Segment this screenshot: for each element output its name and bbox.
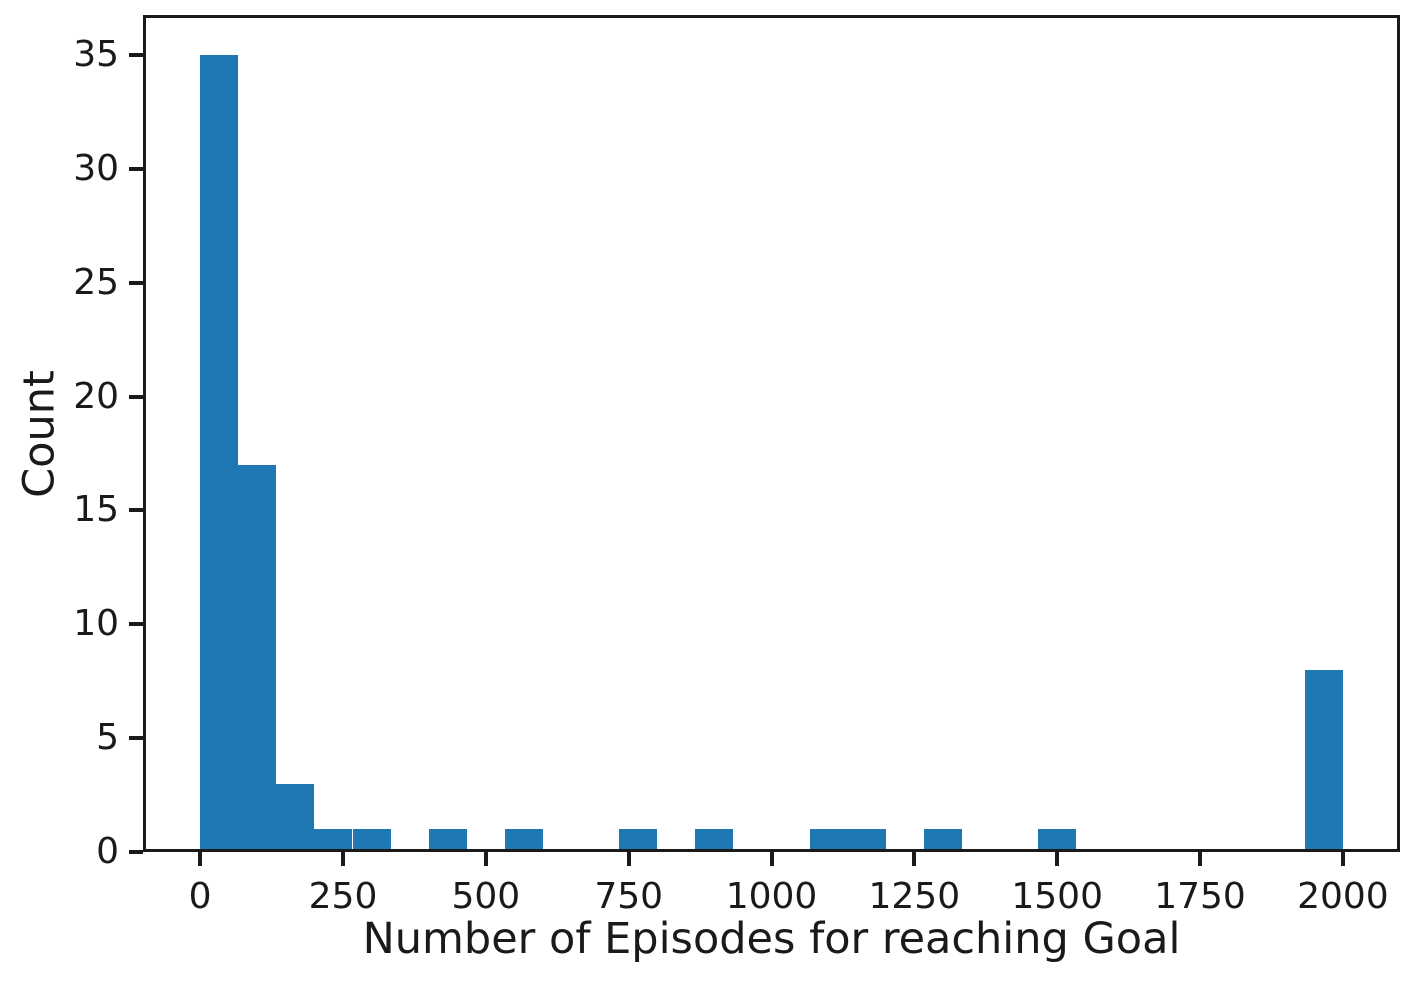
y-tick-mark <box>129 736 143 741</box>
histogram-bar <box>504 829 543 852</box>
y-tick-label: 30 <box>73 147 119 189</box>
histogram-bar <box>352 829 391 852</box>
x-tick-mark <box>769 852 774 866</box>
x-tick-label: 2000 <box>1297 876 1389 917</box>
bars-layer <box>143 15 1400 852</box>
y-tick-mark <box>129 280 143 285</box>
y-tick-mark <box>129 508 143 513</box>
histogram-bar <box>200 54 239 852</box>
histogram-bar <box>428 829 467 852</box>
x-tick-mark <box>198 852 203 866</box>
x-tick-mark <box>341 852 345 866</box>
x-tick-mark <box>1198 852 1202 866</box>
y-tick-label: 5 <box>96 717 119 759</box>
y-tick-mark <box>129 394 143 399</box>
x-tick-mark <box>483 852 488 866</box>
x-tick-label: 1000 <box>725 876 818 917</box>
x-tick-mark <box>1340 852 1345 866</box>
y-tick-label: 25 <box>73 261 119 303</box>
x-tick-label: 500 <box>451 876 521 917</box>
histogram-bar <box>276 783 315 852</box>
y-axis-label: Count <box>14 369 65 498</box>
histogram-bar <box>695 829 734 852</box>
histogram-bar <box>238 464 277 852</box>
y-tick-label: 0 <box>96 831 119 872</box>
x-tick-mark <box>626 852 631 866</box>
y-tick-mark <box>129 166 143 171</box>
x-tick-mark <box>1055 852 1060 866</box>
histogram-bar <box>923 829 962 852</box>
y-tick-mark <box>129 52 143 57</box>
x-tick-mark <box>912 852 917 866</box>
histogram-bar <box>314 829 353 852</box>
x-tick-label: 1250 <box>868 876 961 917</box>
x-tick-label: 1500 <box>1011 876 1103 917</box>
x-tick-label: 1750 <box>1154 876 1246 917</box>
x-axis-label: Number of Episodes for reaching Goal <box>362 914 1181 964</box>
y-tick-label: 10 <box>73 603 119 645</box>
histogram-bar <box>1304 669 1343 852</box>
histogram-bar <box>619 829 658 852</box>
x-tick-label: 250 <box>308 876 378 917</box>
y-tick-mark <box>129 622 143 627</box>
x-tick-label: 750 <box>594 876 664 917</box>
y-tick-mark <box>129 850 143 854</box>
histogram-bar <box>1038 829 1077 852</box>
histogram-bar <box>809 829 848 852</box>
histogram-bar <box>847 829 886 852</box>
y-tick-label: 35 <box>73 33 119 75</box>
x-tick-label: 0 <box>188 876 212 917</box>
